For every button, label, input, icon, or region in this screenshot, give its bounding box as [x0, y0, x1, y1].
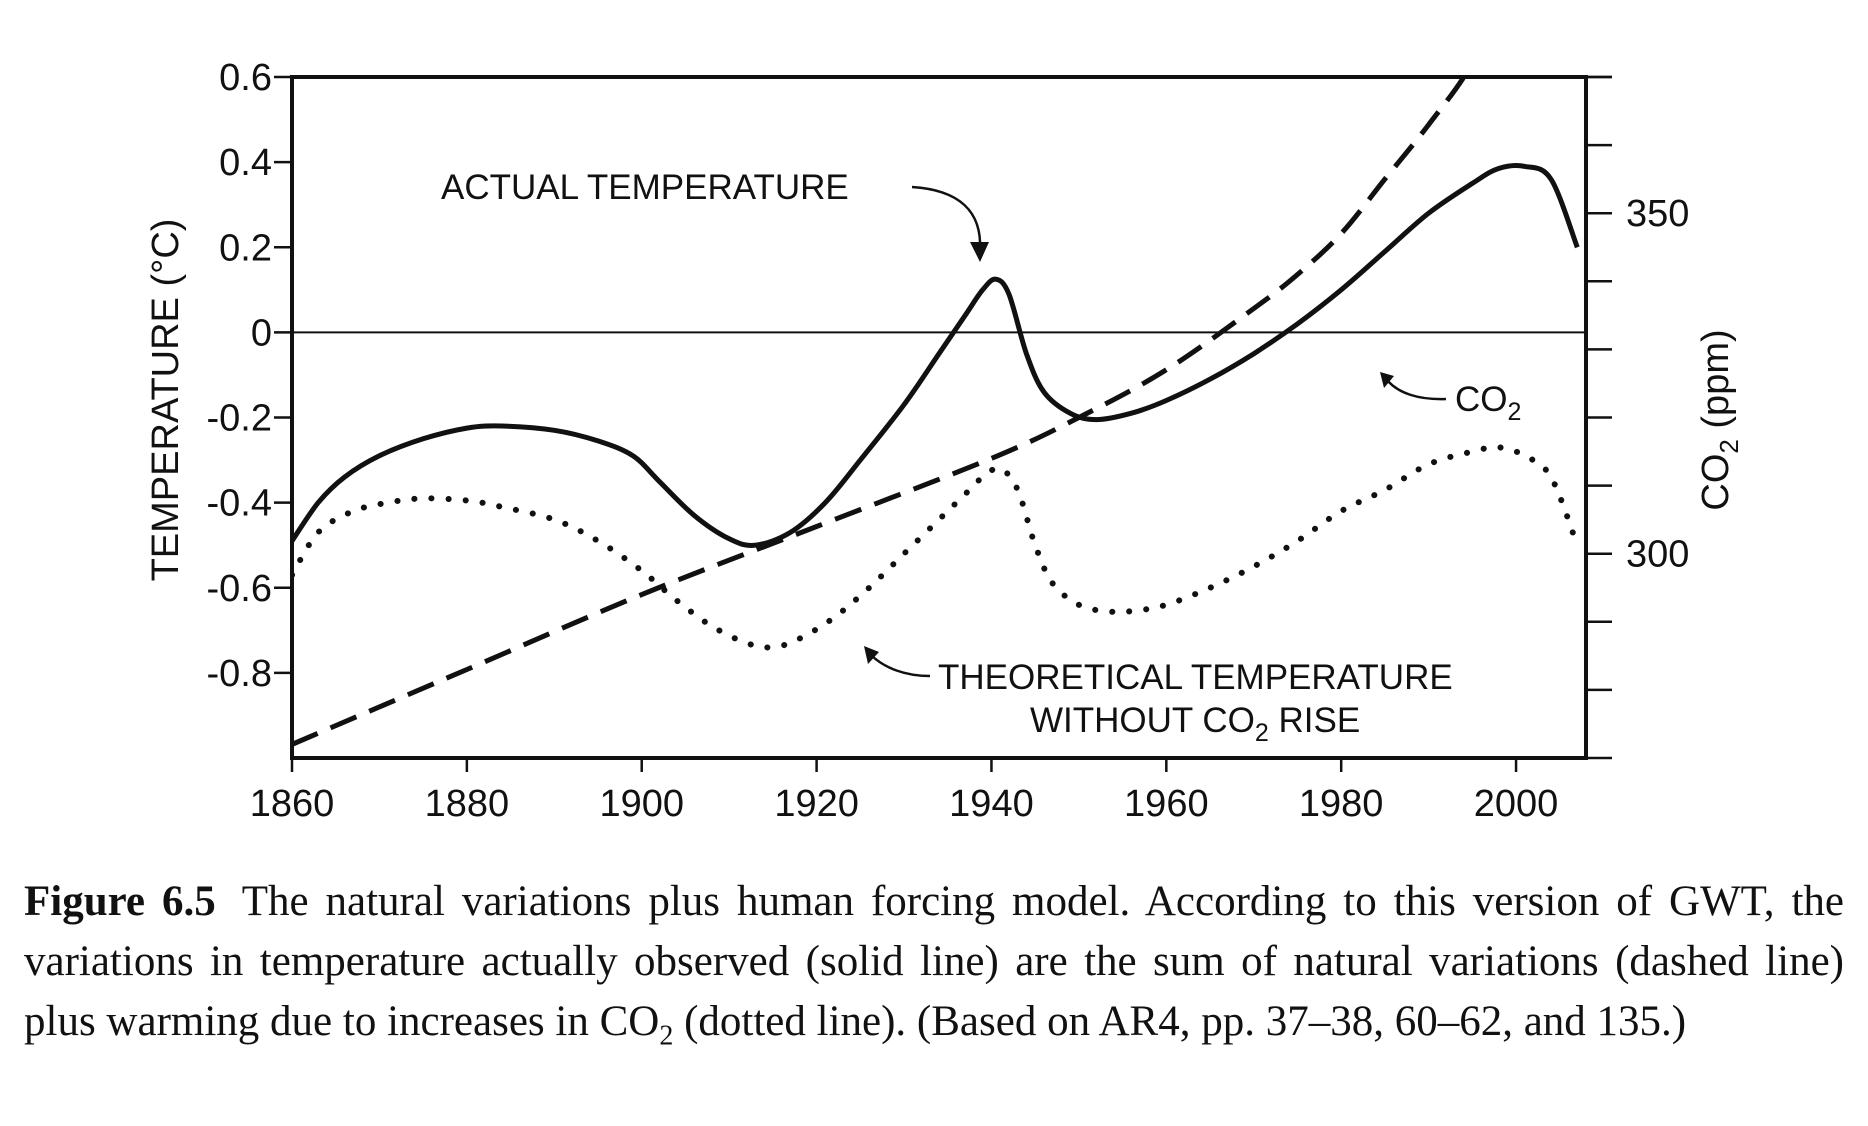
- annotation-theoretical-line2-b: RISE: [1269, 701, 1360, 740]
- annotation-theoretical-line2-a: WITHOUT CO: [1030, 701, 1255, 740]
- annotation-co2-arrowhead: [1380, 372, 1394, 388]
- x-tick-label: 1920: [774, 783, 859, 825]
- annotation-theoretical-line2-sub: 2: [1255, 719, 1269, 747]
- figure-caption: Figure 6.5 The natural variations plus hu…: [24, 872, 1844, 1067]
- caption-text-before: The natural variations plus human forcin…: [24, 878, 1844, 1045]
- caption-text-after: (dotted line). (Based on AR4, pp. 37–38,…: [673, 998, 1687, 1045]
- x-axis-ticks: 1860 1880 1900 1920 1940 1960 1980 2000: [250, 758, 1559, 825]
- x-tick-label: 1860: [250, 783, 335, 825]
- y2-axis-label: CO2 (ppm): [1695, 329, 1744, 510]
- x-tick-label: 1940: [949, 783, 1034, 825]
- y-tick-label: 0.2: [219, 227, 272, 269]
- annotation-actual-arrow: [911, 185, 982, 251]
- annotation-theoretical-arrow: [871, 655, 931, 678]
- x-tick-label: 1900: [599, 783, 684, 825]
- y2-tick-label: 350: [1626, 193, 1689, 235]
- x-tick-label: 2000: [1474, 783, 1559, 825]
- annotation-co2-arrow: [1386, 379, 1447, 401]
- annotation-co2-sub: 2: [1508, 398, 1522, 426]
- x-tick-label: 1980: [1299, 783, 1384, 825]
- y2-axis-ticks: 350 300: [1586, 75, 1689, 760]
- y-tick-label: -0.8: [207, 653, 272, 695]
- y-tick-label: 0.4: [219, 142, 272, 184]
- x-tick-label: 1960: [1124, 783, 1209, 825]
- y-tick-label: 0.6: [219, 57, 272, 99]
- y-axis-ticks: 0.6 0.4 0.2 0 -0.2 -0.4 -0.6 -0.8: [207, 57, 292, 695]
- series-line-dashed: [292, 77, 1467, 747]
- annotation-theoretical-arrowhead: [864, 646, 879, 664]
- x-tick-label: 1880: [425, 783, 510, 825]
- annotation-actual-temperature: ACTUAL TEMPERATURE: [441, 168, 849, 207]
- annotation-theoretical-line1: THEORETICAL TEMPERATURE: [938, 658, 1453, 697]
- y2-axis-label-main: CO: [1695, 454, 1737, 511]
- annotation-actual-arrowhead: [970, 242, 989, 262]
- y-axis-label: TEMPERATURE (°C): [145, 219, 187, 582]
- plot-frame: [290, 75, 1588, 760]
- y-tick-label: -0.2: [207, 398, 272, 440]
- annotation-co2: CO2: [1455, 380, 1521, 426]
- y2-axis-label-rest: (ppm): [1695, 329, 1737, 439]
- y-tick-label: -0.6: [207, 568, 272, 610]
- y2-tick-label: 300: [1626, 534, 1689, 576]
- caption-text-sub: 2: [659, 1020, 674, 1052]
- series-line-solid: [292, 163, 1580, 548]
- figure-label: Figure 6.5: [24, 878, 216, 925]
- series-line-dotted: [292, 444, 1581, 651]
- y-tick-label: -0.4: [207, 483, 272, 525]
- y-tick-label: 0: [251, 312, 272, 354]
- y2-axis-label-sub: 2: [1714, 439, 1744, 453]
- annotation-co2-main: CO: [1455, 380, 1508, 419]
- series-group: [292, 77, 1581, 747]
- annotation-theoretical-line2: WITHOUT CO2 RISE: [1030, 701, 1360, 747]
